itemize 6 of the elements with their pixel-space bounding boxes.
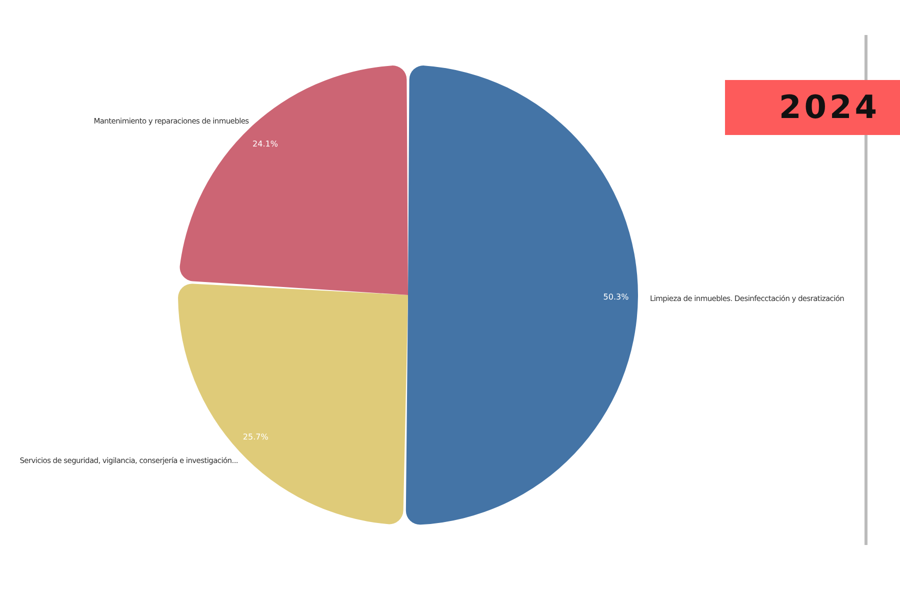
data-label: 25.7% bbox=[242, 432, 269, 442]
data-label: 50.3% bbox=[603, 292, 630, 302]
pie-slice bbox=[178, 284, 408, 524]
pie-slice bbox=[406, 66, 638, 525]
data-label: 24.1% bbox=[252, 140, 278, 149]
text: 2024 bbox=[778, 88, 880, 126]
